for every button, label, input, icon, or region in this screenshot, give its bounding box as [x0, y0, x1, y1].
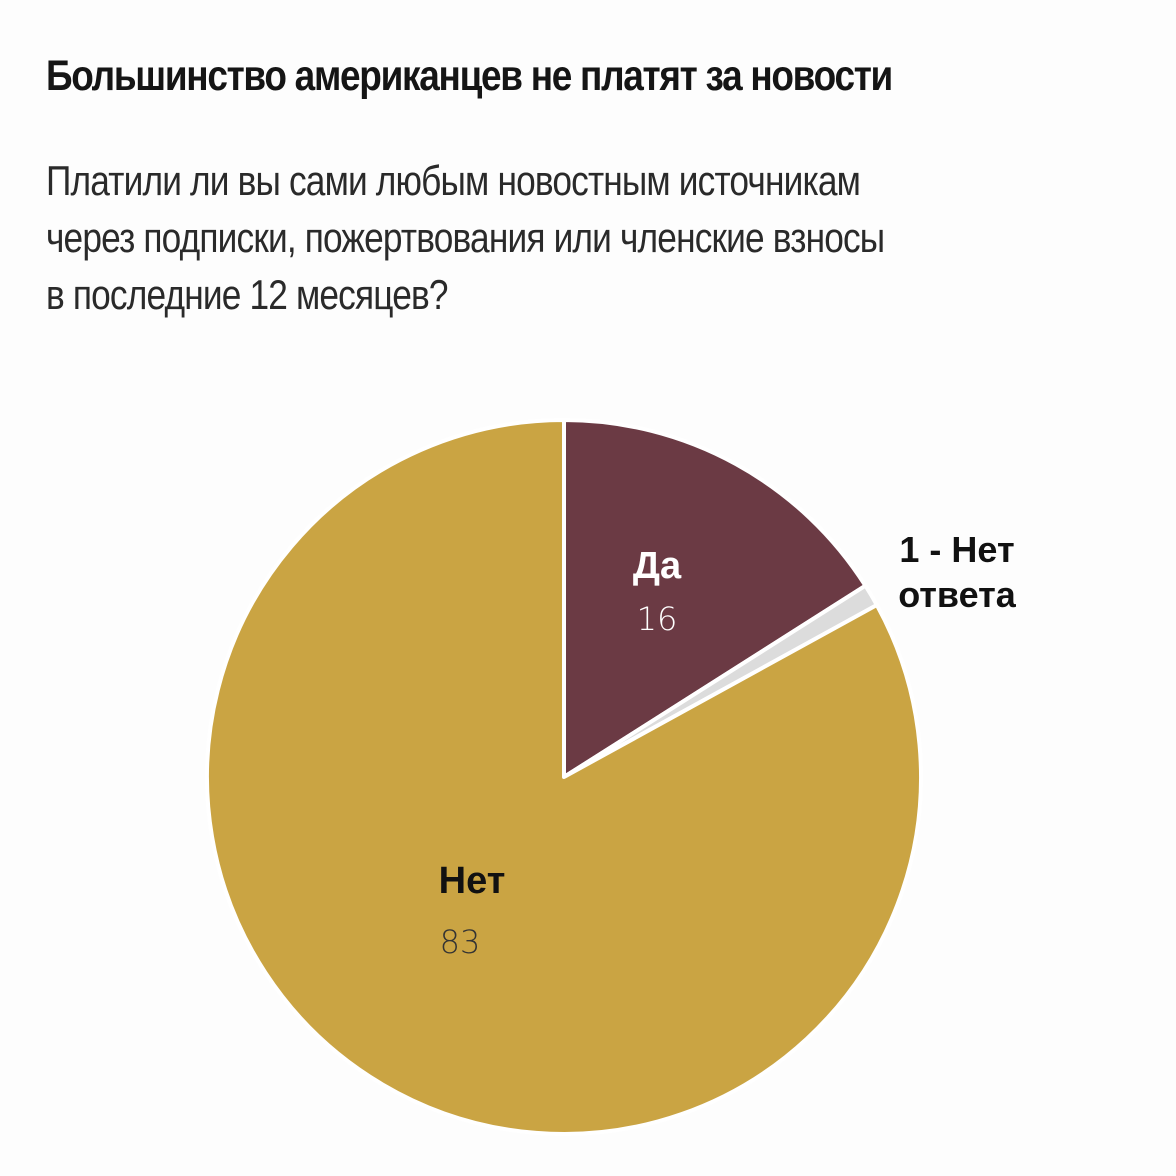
callout-no-answer-line-1: 1 - Нет — [899, 529, 1014, 570]
slice-label-no: Нет — [439, 860, 506, 902]
chart-title: Большинство американцев не платят за нов… — [46, 52, 893, 100]
slice-yes — [562, 418, 868, 779]
callout-no-answer-line-2: ответа — [898, 574, 1017, 615]
subtitle-line-1: Платили ли вы сами любым новостным источ… — [46, 157, 861, 204]
subtitle-line-3: в последние 12 месяцев? — [46, 271, 449, 318]
chart-subtitle: Платили ли вы сами любым новостным источ… — [46, 152, 1121, 323]
slice-value-yes: 16 — [637, 600, 678, 638]
slice-no — [205, 418, 923, 1136]
slice-value-no: 83 — [440, 923, 481, 961]
pie-slices — [205, 418, 923, 1136]
slice-label-yes: Да — [633, 545, 682, 587]
subtitle-line-2: через подписки, пожертвования или членск… — [46, 214, 885, 261]
